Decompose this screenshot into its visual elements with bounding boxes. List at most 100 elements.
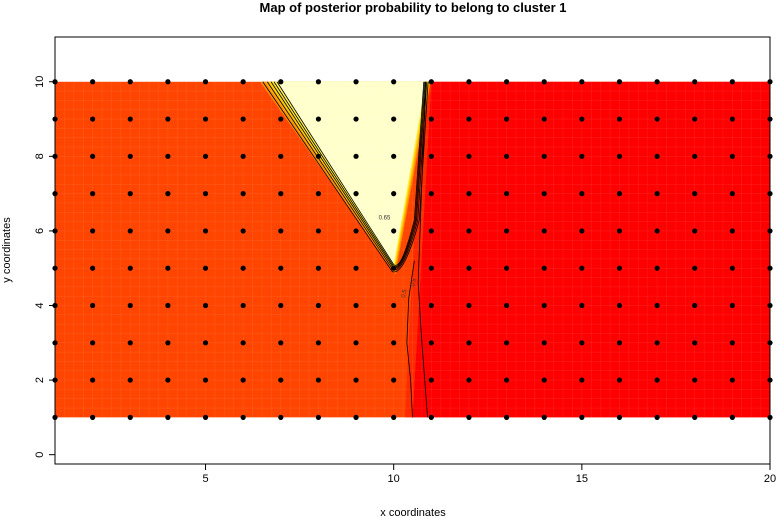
sample-point xyxy=(90,228,96,234)
sample-point xyxy=(579,377,585,383)
sample-point xyxy=(466,79,472,85)
sample-point xyxy=(391,414,397,420)
wedge-band-4 xyxy=(277,81,426,265)
sample-point xyxy=(90,116,96,122)
sample-point xyxy=(353,377,359,383)
y-tick-label: 2 xyxy=(34,377,46,383)
sample-point xyxy=(579,265,585,271)
sample-point xyxy=(202,228,209,234)
sample-point xyxy=(127,116,133,122)
sample-point xyxy=(579,116,585,122)
sample-point xyxy=(315,228,322,234)
sample-point xyxy=(428,414,434,420)
sample-point xyxy=(729,377,735,383)
sample-point xyxy=(165,228,171,234)
sample-point xyxy=(503,340,510,346)
sample-point xyxy=(729,302,735,309)
sample-point xyxy=(654,228,660,234)
x-tick-label: 10 xyxy=(388,473,400,485)
sample-point xyxy=(692,79,698,85)
sample-point xyxy=(503,79,510,85)
sample-point xyxy=(278,340,284,346)
sample-point xyxy=(202,414,209,420)
sample-point xyxy=(353,228,359,234)
sample-point xyxy=(240,153,246,159)
sample-point xyxy=(466,340,472,346)
sample-point xyxy=(315,153,322,159)
sample-point xyxy=(503,191,510,197)
sample-point xyxy=(692,228,698,234)
sample-point xyxy=(541,302,547,309)
y-axis-label: y coordinates xyxy=(1,217,13,283)
sample-point xyxy=(616,414,623,420)
sample-point xyxy=(391,191,397,197)
sample-point xyxy=(315,116,322,122)
y-tick-label: 4 xyxy=(34,302,46,308)
sample-point xyxy=(165,340,171,346)
sample-point xyxy=(127,79,133,85)
sample-point xyxy=(541,414,547,420)
sample-point xyxy=(692,414,698,420)
sample-point xyxy=(353,340,359,346)
sample-point xyxy=(315,302,322,309)
sample-point xyxy=(692,153,698,159)
sample-point xyxy=(541,377,547,383)
sample-point xyxy=(353,265,359,271)
sample-point xyxy=(466,153,472,159)
sample-point xyxy=(654,116,660,122)
sample-point xyxy=(165,79,171,85)
sample-point xyxy=(278,302,284,309)
sample-point xyxy=(466,116,472,122)
sample-point xyxy=(541,79,547,85)
sample-point xyxy=(240,79,246,85)
sample-point xyxy=(202,377,209,383)
sample-point xyxy=(466,228,472,234)
sample-point xyxy=(616,377,623,383)
sample-point xyxy=(428,265,434,271)
sample-point xyxy=(428,302,434,309)
sample-point xyxy=(202,340,209,346)
sample-point xyxy=(240,340,246,346)
sample-point xyxy=(579,191,585,197)
sample-point xyxy=(692,191,698,197)
sample-point xyxy=(616,340,623,346)
sample-point xyxy=(466,302,472,309)
sample-point xyxy=(654,340,660,346)
sample-point xyxy=(90,265,96,271)
sample-point xyxy=(428,191,434,197)
sample-point xyxy=(729,228,735,234)
sample-point xyxy=(391,302,397,309)
sample-point xyxy=(391,228,397,234)
sample-point xyxy=(541,265,547,271)
sample-point xyxy=(90,377,96,383)
sample-point xyxy=(503,377,510,383)
contour-line-boundary xyxy=(406,260,415,418)
sample-point xyxy=(240,116,246,122)
sample-point xyxy=(654,265,660,271)
sample-point xyxy=(729,79,735,85)
sample-point xyxy=(165,265,171,271)
sample-point xyxy=(503,228,510,234)
sample-point xyxy=(428,340,434,346)
sample-point xyxy=(503,414,510,420)
sample-point xyxy=(353,191,359,197)
sample-point xyxy=(579,414,585,420)
sample-point xyxy=(278,79,284,85)
y-tick-label: 8 xyxy=(34,153,46,159)
sample-point xyxy=(391,340,397,346)
sample-point xyxy=(616,228,623,234)
sample-point xyxy=(466,377,472,383)
sample-point xyxy=(692,302,698,309)
sample-point xyxy=(692,340,698,346)
sample-point xyxy=(278,153,284,159)
sample-point xyxy=(503,302,510,309)
sample-point xyxy=(428,116,434,122)
sample-point xyxy=(202,191,209,197)
heatmap-layer xyxy=(54,81,771,418)
x-tick-label: 5 xyxy=(202,473,208,485)
x-tick-label: 20 xyxy=(764,473,776,485)
sample-point xyxy=(729,191,735,197)
sample-point xyxy=(202,153,209,159)
sample-point xyxy=(579,228,585,234)
